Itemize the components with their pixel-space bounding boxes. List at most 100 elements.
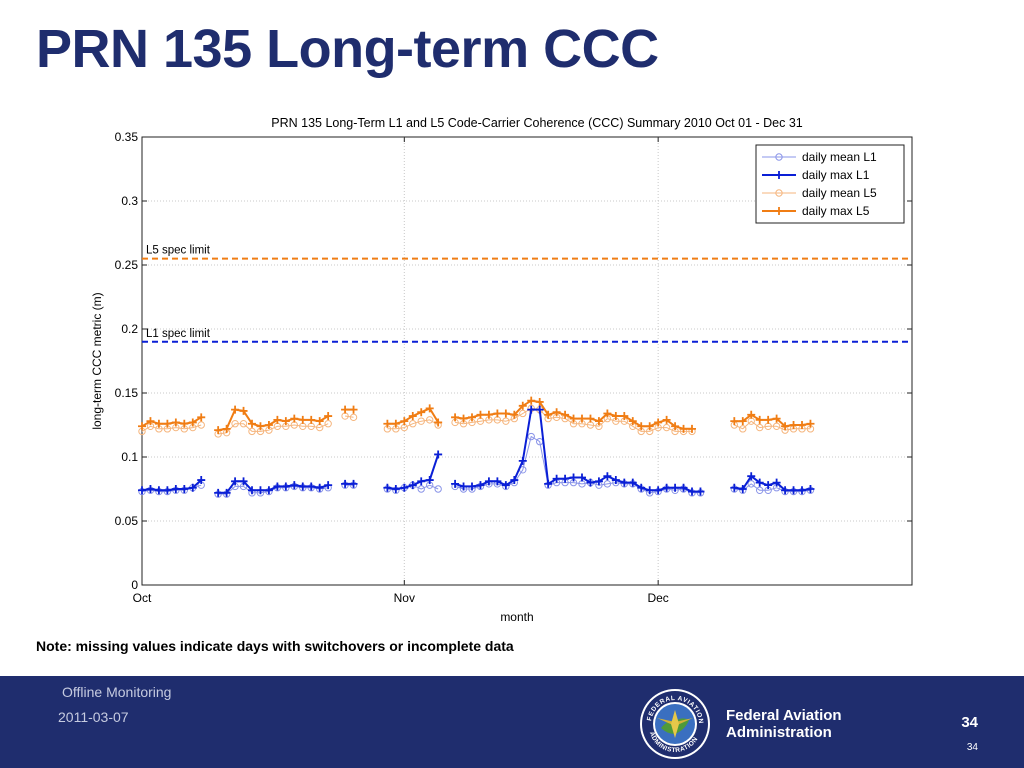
data-point <box>637 422 646 431</box>
legend-item: daily mean L1 <box>762 150 877 164</box>
data-point <box>248 419 256 428</box>
data-point <box>527 405 536 414</box>
data-point <box>544 410 553 419</box>
slide-title: PRN 135 Long-term CCC <box>36 19 659 79</box>
data-point <box>501 409 510 418</box>
data-point <box>611 412 620 421</box>
data-point <box>493 477 502 486</box>
data-point <box>239 420 248 428</box>
y-tick-label: 0.25 <box>115 258 139 272</box>
data-point <box>578 473 586 482</box>
legend-marker <box>775 153 783 161</box>
data-point <box>552 474 561 483</box>
data-point <box>603 480 612 488</box>
data-point <box>594 477 603 486</box>
data-point <box>146 417 155 426</box>
data-point <box>273 482 282 491</box>
x-tick-label: Nov <box>394 591 415 605</box>
data-point <box>493 409 502 418</box>
data-point <box>772 422 781 430</box>
data-point <box>747 480 755 488</box>
data-point <box>468 482 476 491</box>
faa-seal-icon: FEDERAL AVIATION ADMINISTRATION <box>640 689 710 759</box>
data-point <box>417 408 426 417</box>
data-point <box>789 486 798 495</box>
data-point <box>417 477 426 486</box>
data-point <box>256 422 265 431</box>
data-point <box>594 417 603 426</box>
data-point <box>163 486 172 495</box>
data-point <box>789 421 798 429</box>
data-point <box>679 483 688 492</box>
data-point <box>434 450 443 459</box>
reference-line-label: L5 spec limit <box>146 245 211 257</box>
data-point <box>806 419 815 428</box>
data-point <box>586 478 595 487</box>
data-point <box>662 483 671 492</box>
series-daily-max-l1 <box>138 405 815 497</box>
data-point <box>569 473 578 482</box>
data-point <box>231 477 240 486</box>
data-point <box>738 485 747 493</box>
data-point <box>349 413 358 422</box>
data-point <box>138 422 146 431</box>
data-point <box>248 427 256 436</box>
data-point <box>188 418 197 427</box>
data-point <box>138 486 146 495</box>
data-point <box>620 478 629 487</box>
data-point <box>671 422 680 431</box>
data-point <box>425 476 434 485</box>
data-point <box>519 409 527 418</box>
data-point <box>154 419 163 428</box>
data-point <box>476 481 485 490</box>
y-tick-label: 0.1 <box>121 450 138 464</box>
data-point <box>214 488 223 497</box>
data-point <box>671 483 680 492</box>
data-point <box>298 482 307 491</box>
legend-label: daily max L1 <box>802 168 870 182</box>
data-point <box>620 412 629 421</box>
data-point <box>298 415 307 424</box>
x-axis-label: month <box>500 610 533 624</box>
data-point <box>755 415 764 424</box>
data-point <box>434 418 443 427</box>
data-point <box>645 422 654 431</box>
data-point <box>400 417 409 426</box>
data-point <box>349 479 358 488</box>
data-point <box>281 417 290 426</box>
data-point <box>484 477 493 486</box>
x-tick-label: Dec <box>647 591 668 605</box>
legend-label: daily mean L5 <box>802 186 877 200</box>
data-point <box>688 424 696 433</box>
data-point <box>324 481 333 490</box>
y-tick-label: 0.15 <box>115 386 139 400</box>
data-point <box>552 408 561 417</box>
data-point <box>391 485 400 493</box>
data-point <box>755 478 764 487</box>
data-point <box>400 483 409 492</box>
data-point <box>527 396 536 405</box>
data-point <box>755 423 764 432</box>
data-point <box>408 481 417 490</box>
data-point <box>518 456 527 465</box>
data-point <box>171 485 180 493</box>
y-tick-label: 0 <box>131 578 138 592</box>
data-point <box>341 479 350 488</box>
data-point <box>315 417 324 426</box>
data-point <box>222 488 231 497</box>
data-point <box>391 419 400 428</box>
data-point <box>739 425 747 433</box>
chart-title: PRN 135 Long-Term L1 and L5 Code-Carrier… <box>271 116 803 130</box>
data-point <box>544 479 553 488</box>
data-point <box>281 482 290 491</box>
data-point <box>561 474 570 483</box>
agency-name-line2: Administration <box>726 724 832 741</box>
data-point <box>628 478 637 487</box>
data-point <box>324 412 333 421</box>
y-axis-label: long-term CCC metric (m) <box>90 292 104 429</box>
agency-name-line1: Federal Aviation <box>726 707 842 724</box>
data-point <box>527 432 535 441</box>
data-point <box>459 482 468 491</box>
data-point <box>264 421 273 429</box>
data-point <box>645 486 654 495</box>
